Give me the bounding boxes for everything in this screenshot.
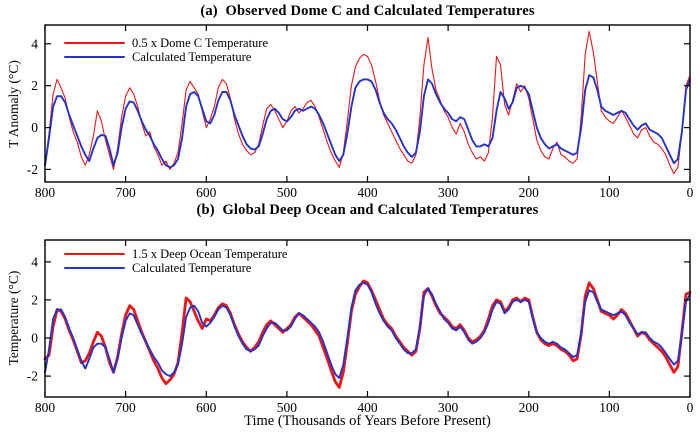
x-axis-label: Time (Thousands of Years Before Present) [244, 413, 491, 429]
x-tick-label: 100 [599, 185, 620, 200]
legend-line-blue-icon [64, 56, 125, 58]
x-tick-label: 600 [196, 185, 217, 200]
panel-b-legend: 1.5 x Deep Ocean Temperature Calculated … [64, 247, 287, 275]
x-tick-label: 500 [277, 400, 298, 415]
x-tick-label: 800 [35, 185, 56, 200]
x-tick-label: 200 [519, 185, 540, 200]
legend-label: Calculated Temperature [132, 261, 252, 275]
legend-line-red-icon [64, 42, 125, 44]
panel-a-legend: 0.5 x Dome C Temperature Calculated Temp… [64, 36, 268, 64]
panel-a-ylabel: T Anomaly (°C) [6, 60, 21, 148]
series-line-panela-1 [44, 74, 691, 169]
x-tick-label: 700 [115, 400, 136, 415]
x-tick-label: 200 [519, 400, 540, 415]
legend-item: 1.5 x Deep Ocean Temperature [64, 247, 287, 261]
legend-label: 0.5 x Dome C Temperature [132, 36, 269, 50]
legend-item: Calculated Temperature [64, 261, 287, 275]
y-tick-label: 0 [31, 331, 38, 346]
legend-label: 1.5 x Deep Ocean Temperature [132, 247, 288, 261]
x-tick-label: 500 [277, 185, 298, 200]
series-line-panelb-1 [44, 281, 691, 379]
y-tick-label: 4 [31, 36, 38, 51]
x-tick-label: 300 [438, 185, 459, 200]
y-tick-label: -2 [27, 369, 38, 384]
x-tick-label: 100 [599, 400, 620, 415]
x-tick-label: 400 [357, 185, 378, 200]
x-tick-label: 600 [196, 400, 217, 415]
x-tick-label: 0 [687, 400, 694, 415]
x-tick-label: 400 [357, 400, 378, 415]
panel-b-ylabel: Temperature (°C) [6, 270, 21, 366]
x-tick-label: 700 [115, 185, 136, 200]
panel-b-title: (b) Global Deep Ocean and Calculated Tem… [196, 202, 539, 218]
y-tick-label: -2 [27, 162, 38, 177]
y-tick-label: 2 [31, 78, 38, 93]
x-tick-label: 800 [35, 400, 56, 415]
legend-line-red-icon [64, 252, 125, 256]
y-tick-label: 0 [31, 120, 38, 135]
legend-label: Calculated Temperature [132, 50, 252, 64]
legend-item: Calculated Temperature [64, 50, 268, 64]
legend-line-blue-icon [64, 267, 125, 269]
y-tick-label: 2 [31, 292, 38, 307]
x-tick-label: 0 [687, 185, 694, 200]
y-tick-label: 4 [31, 254, 38, 269]
panel-a-title: (a) Observed Dome C and Calculated Tempe… [200, 3, 535, 19]
x-tick-label: 300 [438, 400, 459, 415]
legend-item: 0.5 x Dome C Temperature [64, 36, 268, 50]
